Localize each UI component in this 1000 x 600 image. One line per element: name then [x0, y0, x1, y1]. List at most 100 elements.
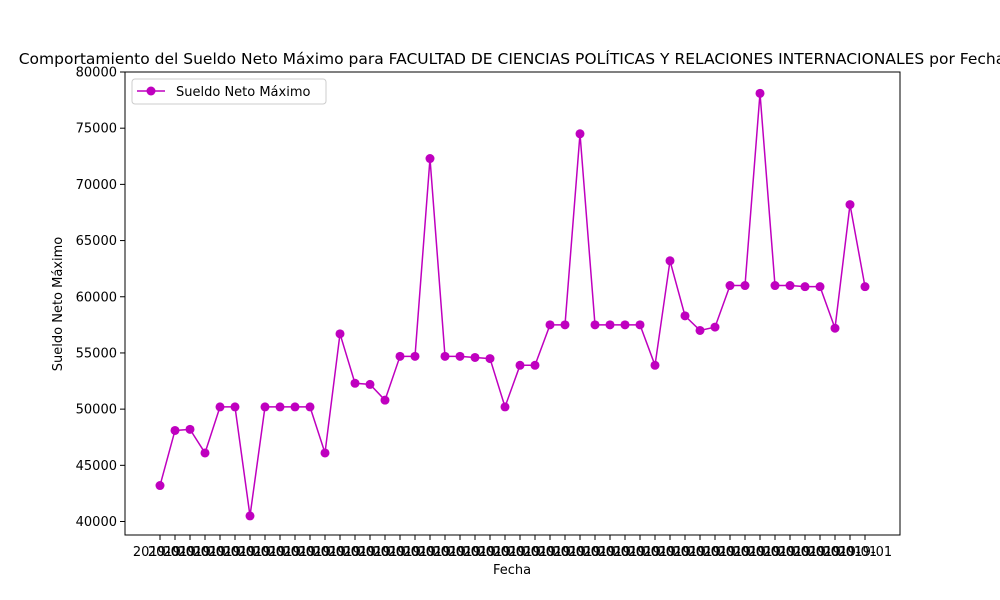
x-tick-label: 2019-01 — [433, 545, 487, 560]
x-tick-label: 2019-01 — [793, 545, 847, 560]
y-axis-label: Sueldo Neto Máximo — [51, 237, 66, 371]
x-tick-label: 2019-01 — [763, 545, 817, 560]
data-point — [395, 351, 405, 361]
x-tick-label: 2019-01 — [493, 545, 547, 560]
y-tick-label: 75000 — [76, 122, 117, 137]
data-point — [275, 402, 285, 412]
x-tick-label: 2019-01 — [298, 545, 352, 560]
legend: Sueldo Neto Máximo — [131, 78, 327, 105]
data-point — [350, 378, 360, 388]
data-point — [545, 320, 555, 330]
x-tick-label: 2019-01 — [268, 545, 322, 560]
x-tick-label: 2019-01 — [238, 545, 292, 560]
x-tick-label: 2019-01 — [478, 545, 532, 560]
data-point — [170, 425, 180, 435]
x-tick-label: 2019-01 — [643, 545, 697, 560]
x-tick-label: 2019-01 — [373, 545, 427, 560]
data-point — [530, 360, 540, 370]
x-tick-label: 2019-01 — [673, 545, 727, 560]
data-point — [425, 154, 435, 164]
data-point — [770, 281, 780, 291]
x-tick-label: 2019-01 — [178, 545, 232, 560]
x-tick-label: 2019-01 — [223, 545, 277, 560]
x-tick-label: 2019-01 — [148, 545, 202, 560]
x-tick-label: 2019-01 — [358, 545, 412, 560]
x-tick-label: 2019-01 — [313, 545, 367, 560]
x-tick-label: 2019-01 — [628, 545, 682, 560]
data-point — [260, 402, 270, 412]
x-tick-label: 2019-01 — [328, 545, 382, 560]
x-tick-label: 2019-01 — [253, 545, 307, 560]
data-point — [710, 322, 720, 332]
data-point — [380, 395, 390, 405]
data-point — [695, 325, 705, 335]
y-tick-label: 45000 — [76, 459, 117, 474]
x-tick-label: 2019-01 — [163, 545, 217, 560]
y-tick-label: 60000 — [76, 290, 117, 305]
x-tick-label: 2019-01 — [748, 545, 802, 560]
data-point — [440, 351, 450, 361]
data-point — [800, 282, 810, 292]
x-tick-label: 2019-01 — [463, 545, 517, 560]
chart-title: Comportamiento del Sueldo Neto Máximo pa… — [19, 49, 1000, 68]
legend-entry-label: Sueldo Neto Máximo — [176, 85, 310, 100]
x-axis-ticks: 2019-012019-012019-012019-012019-012019-… — [133, 535, 892, 560]
x-tick-label: 2019-01 — [703, 545, 757, 560]
x-tick-label: 2019-01 — [838, 545, 892, 560]
data-point — [290, 402, 300, 412]
data-point — [185, 424, 195, 434]
data-point — [215, 402, 225, 412]
x-tick-label: 2019-01 — [718, 545, 772, 560]
data-point — [365, 379, 375, 389]
data-point — [515, 360, 525, 370]
legend-box — [131, 78, 327, 105]
y-tick-label: 65000 — [76, 234, 117, 249]
x-tick-label: 2019-01 — [403, 545, 457, 560]
x-tick-label: 2019-01 — [193, 545, 247, 560]
data-point — [785, 281, 795, 291]
data-point — [410, 351, 420, 361]
y-tick-label: 40000 — [76, 515, 117, 530]
x-tick-label: 2019-01 — [343, 545, 397, 560]
x-tick-label: 2019-01 — [658, 545, 712, 560]
x-tick-label: 2019-01 — [538, 545, 592, 560]
data-point — [725, 281, 735, 291]
x-tick-label: 2019-01 — [598, 545, 652, 560]
y-tick-label: 50000 — [76, 403, 117, 418]
data-point — [860, 282, 870, 292]
data-point — [245, 511, 255, 521]
data-point — [635, 320, 645, 330]
data-point — [455, 351, 465, 361]
plot-frame — [124, 71, 901, 536]
data-point — [740, 281, 750, 291]
data-point — [830, 323, 840, 333]
data-point — [815, 282, 825, 292]
data-point — [845, 200, 855, 210]
y-tick-label: 70000 — [76, 178, 117, 193]
x-tick-label: 2019-01 — [688, 545, 742, 560]
data-point — [590, 320, 600, 330]
data-point — [305, 402, 315, 412]
data-point — [575, 129, 585, 139]
x-tick-label: 2019-01 — [778, 545, 832, 560]
x-tick-label: 2019-01 — [733, 545, 787, 560]
data-point — [155, 481, 165, 491]
x-tick-label: 2019-01 — [553, 545, 607, 560]
data-point — [500, 402, 510, 412]
x-axis-label: Fecha — [493, 563, 531, 578]
data-point — [335, 329, 345, 339]
data-point — [605, 320, 615, 330]
data-point — [560, 320, 570, 330]
x-tick-label: 2019-01 — [568, 545, 622, 560]
data-point — [755, 88, 765, 98]
x-tick-label: 2019-01 — [823, 545, 877, 560]
x-tick-label: 2019-01 — [808, 545, 862, 560]
x-tick-label: 2019-01 — [208, 545, 262, 560]
data-point — [665, 256, 675, 266]
data-point — [470, 352, 480, 362]
data-point — [680, 311, 690, 321]
data-point — [200, 448, 210, 458]
data-point — [650, 360, 660, 370]
y-axis-ticks: 40000 45000 50000 55000 60000 65000 70000 75000… — [76, 66, 125, 530]
